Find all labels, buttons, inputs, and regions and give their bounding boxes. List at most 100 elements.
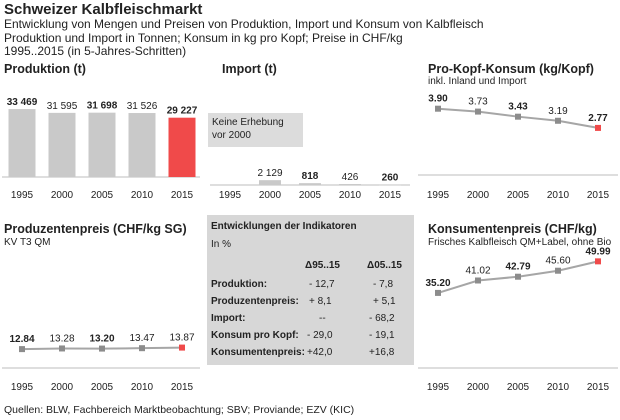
konsumentenpreis-point [435,289,441,296]
produzentenpreis-point [179,344,185,351]
konsumentenpreis-point [595,258,601,265]
konsumentenpreis-tick-label: 2010 [547,382,570,393]
konsum-data-label: 3.73 [468,97,488,108]
konsumentenpreis-tick-label: 2015 [587,382,610,393]
produzentenpreis-point [59,345,65,352]
indikatoren-row-label: Produktion: [211,279,268,290]
konsumentenpreis-data-label: 45.60 [545,256,570,267]
indikatoren-row-d2: - 19,1 [369,330,395,341]
import-data-label: 426 [342,172,359,183]
konsumentenpreis-point [555,267,561,274]
konsum-tick-label: 2015 [587,190,610,201]
indikatoren-row-d2: - 68,2 [369,313,395,324]
produktion-tick-label: 1995 [11,190,34,201]
produktion-data-label: 31 526 [127,101,158,112]
konsumentenpreis-tick-label: 2005 [507,382,530,393]
import-title: Import (t) [222,62,277,76]
import-tick-label: 2005 [299,190,322,201]
indikatoren-col-1: Δ95..15 [305,260,340,271]
konsum-point [475,108,481,115]
produzentenpreis-subtitle: KV T3 QM [4,237,51,248]
produzentenpreis-point [139,345,145,352]
produzentenpreis-tick-label: 2015 [171,382,194,393]
konsum-data-label: 2.77 [588,113,608,124]
produktion-data-label: 31 698 [87,101,118,112]
indikatoren-table: Entwicklungen der Indikatoren In % Δ95..… [207,215,414,365]
produzentenpreis-data-label: 12.84 [9,334,34,345]
produzentenpreis-title: Produzentenpreis (CHF/kg SG) [4,222,187,236]
produzentenpreis-point [19,346,25,353]
indikatoren-row-d2: + 5,1 [373,296,396,307]
konsumentenpreis-data-label: 35.20 [425,278,450,289]
produzentenpreis-data-label: 13.47 [129,333,154,344]
indikatoren-row-label: Konsum pro Kopf: [211,330,299,341]
indikatoren-row-label: Import: [211,313,246,324]
indikatoren-col-2: Δ05..15 [367,260,402,271]
import-data-label: 2 129 [257,168,282,179]
produzentenpreis-tick-label: 2005 [91,382,114,393]
konsumentenpreis-title: Konsumentenpreis (CHF/kg) [428,222,597,236]
import-bar [379,184,401,186]
produktion-data-label: 29 227 [167,106,198,117]
konsum-subtitle: inkl. Inland und Import [428,76,527,87]
konsum-point [515,113,521,120]
import-note-line-2: vor 2000 [212,130,251,141]
source-note: Quellen: BLW, Fachbereich Marktbeobachtu… [4,404,355,416]
import-bar [339,184,361,186]
konsumentenpreis-data-label: 42.79 [505,262,530,273]
produktion-tick-label: 2015 [171,190,194,201]
indikatoren-row-d1: - 29,0 [307,330,333,341]
konsum-tick-label: 2000 [467,190,490,201]
konsumentenpreis-point [515,273,521,280]
import-note: Keine Erhebung vor 2000 [208,113,303,147]
import-tick-label: 1995 [219,190,242,201]
konsum-data-label: 3.90 [428,94,448,105]
produzentenpreis-data-label: 13.87 [169,333,194,344]
produzentenpreis-data-label: 13.28 [49,333,74,344]
konsum-data-label: 3.19 [548,106,568,117]
indikatoren-unit: In % [211,239,232,250]
konsum-tick-label: 2010 [547,190,570,201]
produzentenpreis-tick-label: 2010 [131,382,154,393]
produktion-bar [128,113,156,177]
page-subtitle-2: Produktion und Import in Tonnen; Konsum … [4,31,403,45]
konsum-data-label: 3.43 [508,102,528,113]
konsum-point [555,117,561,124]
konsum-point [595,124,601,131]
konsumentenpreis-data-label: 49.99 [585,246,610,257]
import-bar [299,183,321,185]
import-tick-label: 2015 [379,190,402,201]
konsum-tick-label: 2005 [507,190,530,201]
produktion-title: Produktion (t) [4,62,86,76]
indikatoren-row-d1: -- [319,313,326,324]
produktion-data-label: 31 595 [47,101,78,112]
produzentenpreis-tick-label: 1995 [11,382,34,393]
produktion-bar [8,109,36,177]
produzentenpreis-tick-label: 2000 [51,382,74,393]
import-tick-label: 2010 [339,190,362,201]
konsumentenpreis-point [475,277,481,284]
konsum-point [435,105,441,112]
produktion-bar [168,117,196,177]
page-title: Schweizer Kalbfleischmarkt [4,1,203,18]
produktion-tick-label: 2005 [91,190,114,201]
indikatoren-row-label: Konsumentenpreis: [211,347,305,358]
produktion-data-label: 33 469 [7,97,38,108]
konsumentenpreis-tick-label: 2000 [467,382,490,393]
import-note-line-1: Keine Erhebung [212,117,284,128]
produzentenpreis-point [99,345,105,352]
indikatoren-row-label: Produzentenpreis: [211,296,299,307]
page-subtitle-3: 1995..2015 (in 5-Jahres-Schritten) [4,44,187,58]
indikatoren-row-d2: +16,8 [369,347,395,358]
produktion-bar [48,112,76,177]
import-bar [259,180,281,185]
import-data-label: 818 [302,171,319,182]
konsum-tick-label: 1995 [427,190,450,201]
indikatoren-title: Entwicklungen der Indikatoren [211,221,357,232]
konsumentenpreis-data-label: 41.02 [465,265,490,276]
konsum-title: Pro-Kopf-Konsum (kg/Kopf) [428,62,594,76]
indikatoren-row-d2: - 7,8 [373,279,394,290]
produktion-bar [88,112,116,177]
